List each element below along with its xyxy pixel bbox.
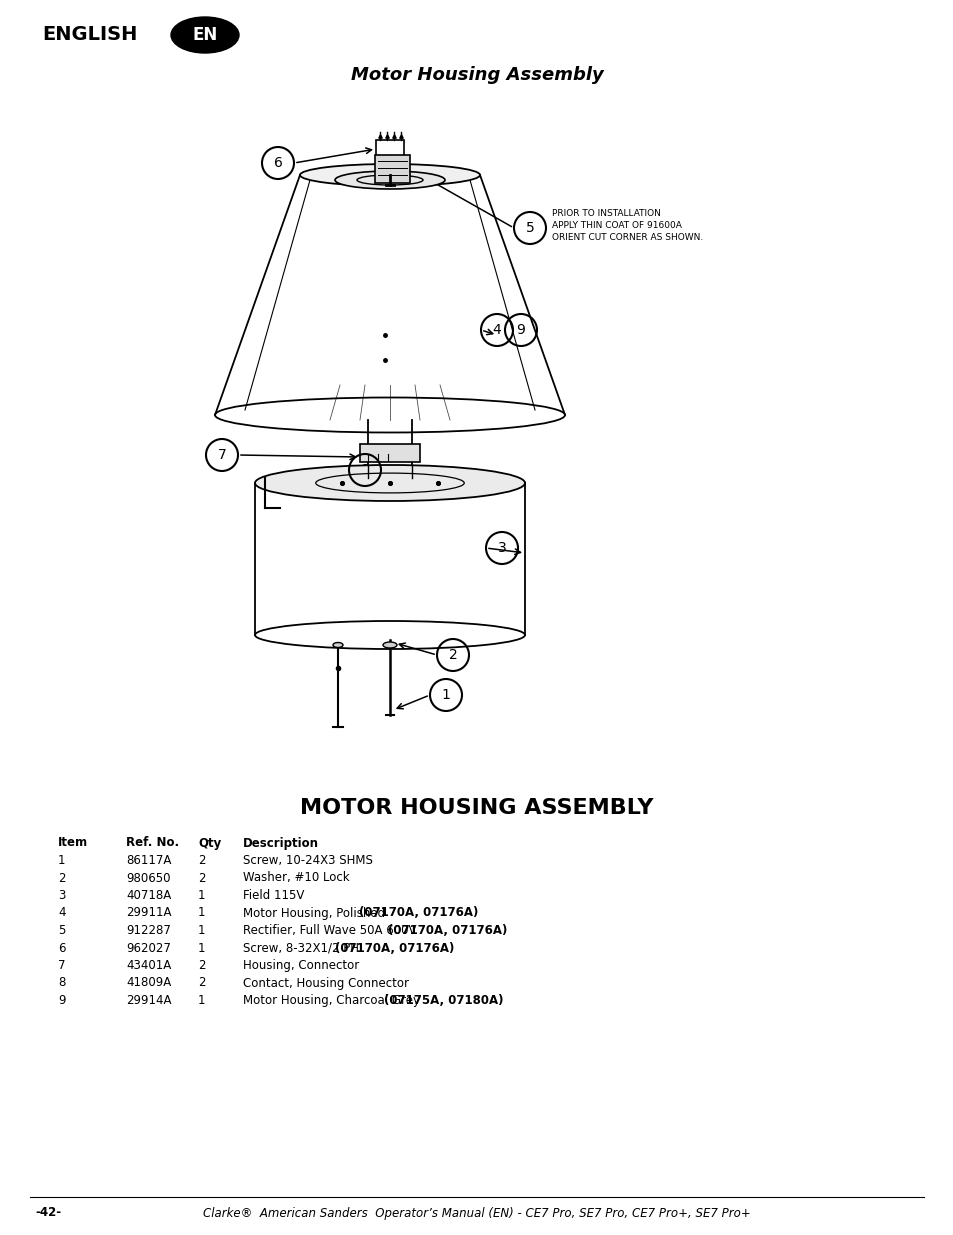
Text: 2: 2: [58, 872, 66, 884]
Text: Contact, Housing Connector: Contact, Housing Connector: [243, 977, 409, 989]
Ellipse shape: [299, 164, 479, 186]
Text: 43401A: 43401A: [126, 960, 172, 972]
Text: -42-: -42-: [35, 1207, 61, 1219]
Text: PRIOR TO INSTALLATION: PRIOR TO INSTALLATION: [552, 210, 660, 219]
Text: Ref. No.: Ref. No.: [126, 836, 179, 850]
Text: MOTOR HOUSING ASSEMBLY: MOTOR HOUSING ASSEMBLY: [300, 798, 653, 818]
Text: 8: 8: [360, 463, 369, 477]
Text: Washer, #10 Lock: Washer, #10 Lock: [243, 872, 349, 884]
Text: 5: 5: [525, 221, 534, 235]
Text: APPLY THIN COAT OF 91600A: APPLY THIN COAT OF 91600A: [552, 221, 681, 231]
Text: 40718A: 40718A: [126, 889, 172, 902]
Text: 5: 5: [58, 924, 66, 937]
Text: 1: 1: [198, 941, 205, 955]
Text: Qty: Qty: [198, 836, 221, 850]
Text: 41809A: 41809A: [126, 977, 172, 989]
Text: (07175A, 07180A): (07175A, 07180A): [383, 994, 502, 1007]
Text: Rectifier, Full Wave 50A 600V: Rectifier, Full Wave 50A 600V: [243, 924, 420, 937]
Text: Motor Housing, Charcoal Grey: Motor Housing, Charcoal Grey: [243, 994, 423, 1007]
Text: 9: 9: [58, 994, 66, 1007]
Ellipse shape: [382, 642, 396, 648]
Text: 1: 1: [58, 853, 66, 867]
Text: Screw, 8-32X1/2 PH: Screw, 8-32X1/2 PH: [243, 941, 362, 955]
Text: Motor Housing, Polished: Motor Housing, Polished: [243, 906, 389, 920]
Text: 7: 7: [217, 448, 226, 462]
Text: 1: 1: [441, 688, 450, 701]
Text: EN: EN: [193, 26, 217, 44]
Text: 8: 8: [58, 977, 66, 989]
Text: 2: 2: [198, 960, 205, 972]
Text: 29914A: 29914A: [126, 994, 172, 1007]
Text: 4: 4: [492, 324, 501, 337]
Text: 3: 3: [497, 541, 506, 555]
Text: 1: 1: [198, 994, 205, 1007]
Text: Motor Housing Assembly: Motor Housing Assembly: [351, 65, 602, 84]
Text: 9: 9: [516, 324, 525, 337]
Text: 912287: 912287: [126, 924, 171, 937]
Bar: [375, 140, 403, 158]
Text: 1: 1: [198, 889, 205, 902]
Text: 7: 7: [58, 960, 66, 972]
Bar: [375, 156, 410, 183]
Text: 2: 2: [198, 872, 205, 884]
Bar: [359, 445, 419, 462]
Text: 1: 1: [198, 906, 205, 920]
Text: Clarke®  American Sanders  Operator’s Manual (EN) - CE7 Pro, SE7 Pro, CE7 Pro+, : Clarke® American Sanders Operator’s Manu…: [203, 1207, 750, 1219]
Text: 86117A: 86117A: [126, 853, 172, 867]
Text: Field 115V: Field 115V: [243, 889, 304, 902]
Ellipse shape: [335, 170, 444, 189]
Text: (07170A, 07176A): (07170A, 07176A): [335, 941, 454, 955]
Text: 2: 2: [198, 853, 205, 867]
Text: Item: Item: [58, 836, 88, 850]
Text: 6: 6: [274, 156, 282, 170]
Ellipse shape: [333, 642, 343, 647]
Ellipse shape: [171, 17, 239, 53]
Text: 2: 2: [448, 648, 456, 662]
Text: 1: 1: [198, 924, 205, 937]
Text: 980650: 980650: [126, 872, 171, 884]
Text: 962027: 962027: [126, 941, 171, 955]
Ellipse shape: [254, 466, 524, 501]
Text: (07170A, 07176A): (07170A, 07176A): [359, 906, 478, 920]
Text: 4: 4: [58, 906, 66, 920]
Text: Description: Description: [243, 836, 318, 850]
Text: Screw, 10-24X3 SHMS: Screw, 10-24X3 SHMS: [243, 853, 373, 867]
Text: 2: 2: [198, 977, 205, 989]
Text: ENGLISH: ENGLISH: [42, 26, 137, 44]
Text: (07170A, 07176A): (07170A, 07176A): [388, 924, 507, 937]
Text: 6: 6: [58, 941, 66, 955]
Text: Clarke®  American Sanders  ’s Manual (EN) - CE7 Pro, SE7 Pro, CE7 Pro+, SE7 Pro+: Clarke® American Sanders ’s Manual (EN) …: [202, 1207, 751, 1219]
Text: 29911A: 29911A: [126, 906, 172, 920]
Text: 3: 3: [58, 889, 66, 902]
Text: ORIENT CUT CORNER AS SHOWN.: ORIENT CUT CORNER AS SHOWN.: [552, 233, 702, 242]
Text: Housing, Connector: Housing, Connector: [243, 960, 359, 972]
